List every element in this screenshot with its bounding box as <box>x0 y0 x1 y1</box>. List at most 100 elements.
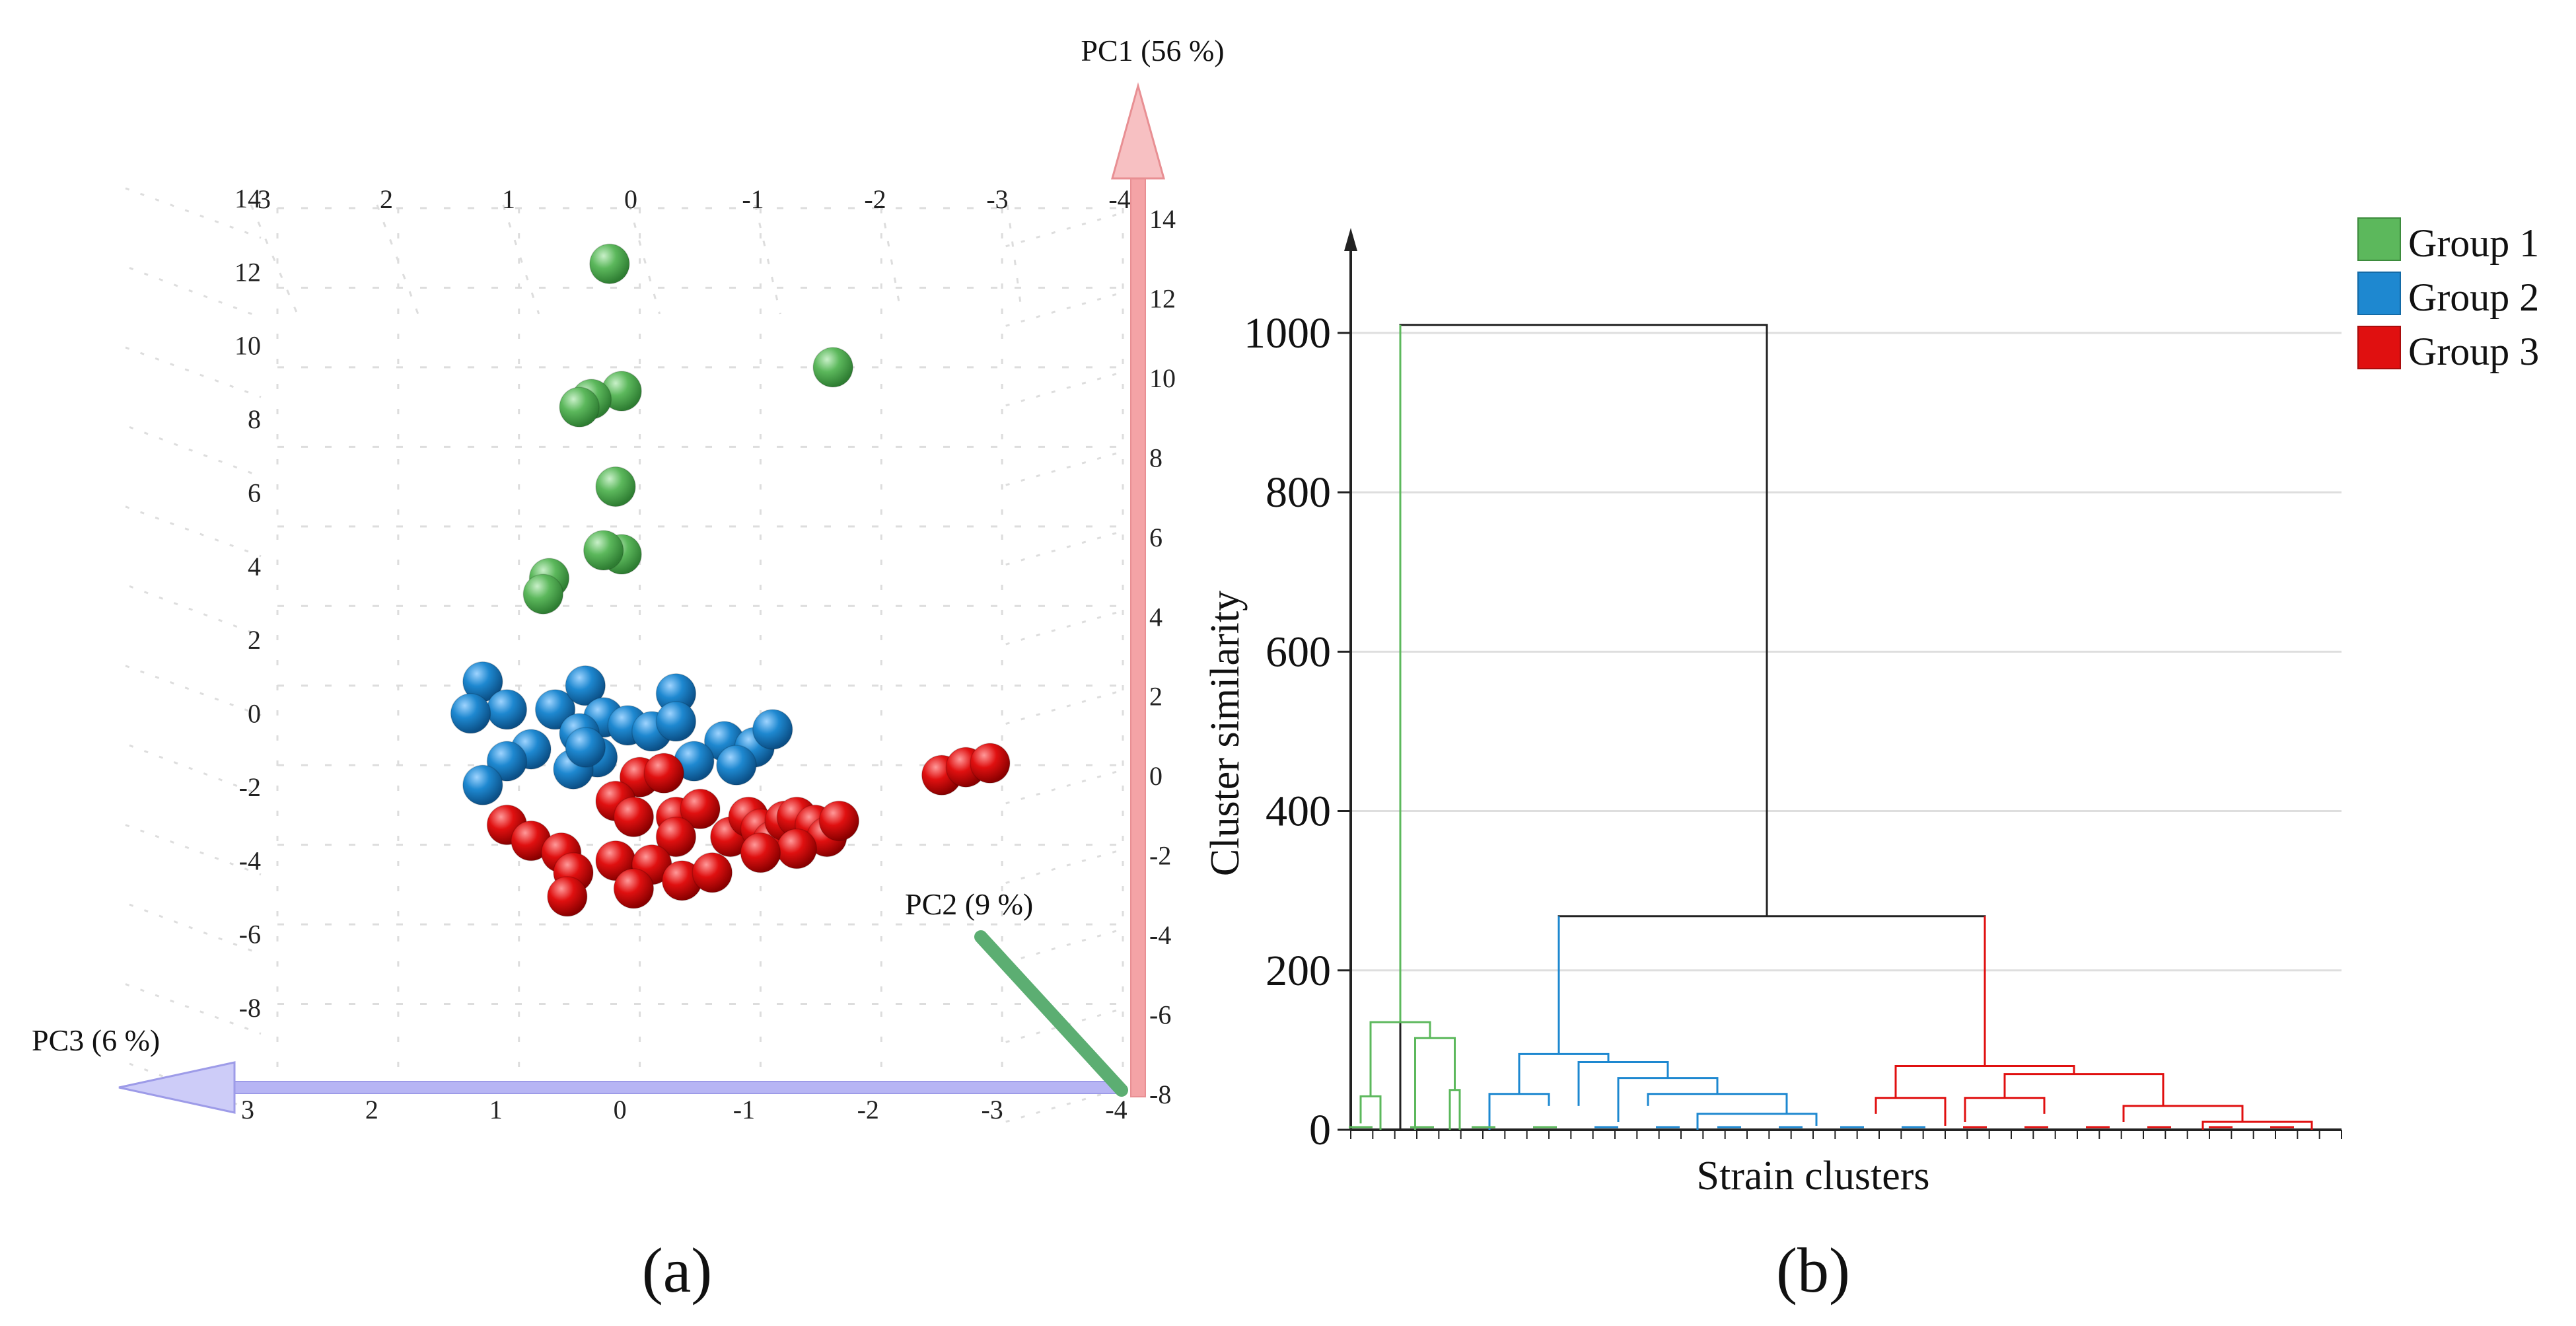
grid-line <box>754 204 781 314</box>
group-2-point <box>565 727 606 768</box>
pc1-axis-label: PC1 (56 %) <box>1081 34 1224 67</box>
group-3-point <box>970 743 1011 784</box>
group-2-point <box>752 709 793 750</box>
group-3-point <box>740 832 781 873</box>
grid-line <box>1000 532 1117 568</box>
group-1-point <box>812 347 853 388</box>
y-tick-label: 400 <box>1266 788 1331 836</box>
pc3-axis-shaft <box>227 1081 1120 1094</box>
back-top-tick-label: -4 <box>1108 184 1130 214</box>
panel-label-a: (a) <box>642 1235 713 1306</box>
back-top-tick-label: 3 <box>258 184 271 214</box>
dendrogram-link <box>2003 1073 2165 1106</box>
pc1-tick-label: 8 <box>1149 443 1163 472</box>
pc3-axis-label: PC3 (6 %) <box>32 1023 160 1057</box>
group-1-point <box>559 387 600 427</box>
panel-label-b: (b) <box>1776 1235 1850 1306</box>
pc1-tick-label: 0 <box>1149 761 1163 791</box>
pc3-tick-label: -1 <box>733 1095 755 1124</box>
back-top-tick-label: -3 <box>986 184 1008 214</box>
grid-line <box>1000 770 1117 806</box>
pc1-tick-label: 2 <box>1149 682 1163 712</box>
grid-line <box>129 425 262 478</box>
pca-3d-panel: PC1 (56 %) PC3 (6 %) PC2 (9 %) 141210864… <box>32 34 1225 1306</box>
pc1-tick-label: -2 <box>1149 841 1171 871</box>
legend-swatch-group-2 <box>2357 272 2401 315</box>
pc1-axis-shaft <box>1130 174 1146 1097</box>
pc3-tick-label: -4 <box>1105 1095 1127 1124</box>
dendrogram-x-label: Strain clusters <box>1697 1154 1930 1198</box>
legend-label-group-3: Group 3 <box>2408 330 2539 373</box>
grid-line <box>1000 1089 1117 1124</box>
back-top-tick-label: 1 <box>502 184 515 214</box>
back-left-tick-label: 6 <box>248 478 261 507</box>
y-tick-label: 600 <box>1266 628 1331 676</box>
y-tick-label: 0 <box>1309 1106 1331 1154</box>
pc1-tick-label: 12 <box>1149 283 1176 313</box>
back-left-tick-label: 4 <box>248 552 261 581</box>
dendrogram-link <box>1359 1095 1382 1130</box>
back-top-tick-label: 0 <box>624 184 637 214</box>
pc1-tick-label: 6 <box>1149 523 1163 552</box>
legend-swatch-group-3 <box>2357 326 2401 369</box>
dendrogram-link <box>1449 1089 1461 1130</box>
pc1-tick-label: -4 <box>1149 920 1171 950</box>
grid-line <box>1000 452 1117 488</box>
back-left-tick-label: -8 <box>239 993 261 1023</box>
grid-line <box>125 505 262 558</box>
dendrogram-link <box>1964 1097 2046 1122</box>
group-1-point <box>595 466 636 507</box>
dendrogram-link <box>1894 1065 2075 1098</box>
group-3-point <box>613 796 655 838</box>
group-3-point <box>818 800 860 842</box>
group-3-point <box>655 816 697 858</box>
group-2-point <box>655 701 697 742</box>
group-1-point <box>522 573 564 614</box>
back-left-tick-label: -4 <box>239 846 261 875</box>
grid-line <box>250 204 299 314</box>
back-left-tick-label: -6 <box>239 920 261 949</box>
group-3-point <box>692 852 733 893</box>
pca-points <box>450 243 1011 917</box>
pca-grid <box>125 187 1144 1124</box>
group-2-point <box>486 741 528 782</box>
grid-line <box>125 665 262 717</box>
pc3-tick-label: 3 <box>241 1095 254 1124</box>
group-3-point <box>547 876 588 917</box>
pc1-axis-arrowhead <box>1111 82 1165 180</box>
dendrogram-y-axis-arrow <box>1344 228 1357 251</box>
y-tick-label: 800 <box>1266 468 1331 517</box>
back-top-tick-label: -2 <box>864 184 886 214</box>
back-left-tick-label: 2 <box>248 625 261 655</box>
pc3-axis-arrowhead <box>118 1061 236 1114</box>
y-tick-label: 1000 <box>1244 309 1331 357</box>
pc1-tick-label: -8 <box>1149 1080 1171 1109</box>
grid-line <box>1000 691 1117 727</box>
dendrogram-link <box>2122 1105 2244 1122</box>
pc1-tick-label: 14 <box>1149 204 1176 234</box>
dendrogram-link <box>1518 1052 1610 1094</box>
pc3-tick-label: -2 <box>857 1095 879 1124</box>
back-left-tick-label: 14 <box>234 184 261 213</box>
back-left-tick-label: 10 <box>234 331 261 361</box>
grid-line <box>1000 850 1117 886</box>
back-top-tick-label: 2 <box>380 184 393 214</box>
dendrogram-link <box>2201 1121 2313 1130</box>
dendrogram-y-label: Cluster similarity <box>1203 591 1248 876</box>
legend: Group 1 Group 2 Group 3 <box>2357 217 2539 373</box>
grid-line <box>502 204 540 314</box>
pc3-tick-label: 2 <box>365 1095 378 1124</box>
group-2-point <box>534 689 576 730</box>
legend-label-group-2: Group 2 <box>2408 276 2539 319</box>
pc3-tick-label: 1 <box>489 1095 503 1124</box>
pc2-axis: PC2 (9 %) <box>905 887 1128 1097</box>
grid-line <box>376 204 419 314</box>
legend-label-group-1: Group 1 <box>2408 221 2539 265</box>
grid-line <box>1000 293 1117 328</box>
dendrogram-gridlines <box>1351 332 2342 972</box>
legend-swatch-group-1 <box>2357 217 2401 261</box>
group-3-point <box>680 788 721 830</box>
y-tick-label: 200 <box>1266 947 1331 995</box>
pc3-tick-label: 0 <box>614 1095 627 1124</box>
